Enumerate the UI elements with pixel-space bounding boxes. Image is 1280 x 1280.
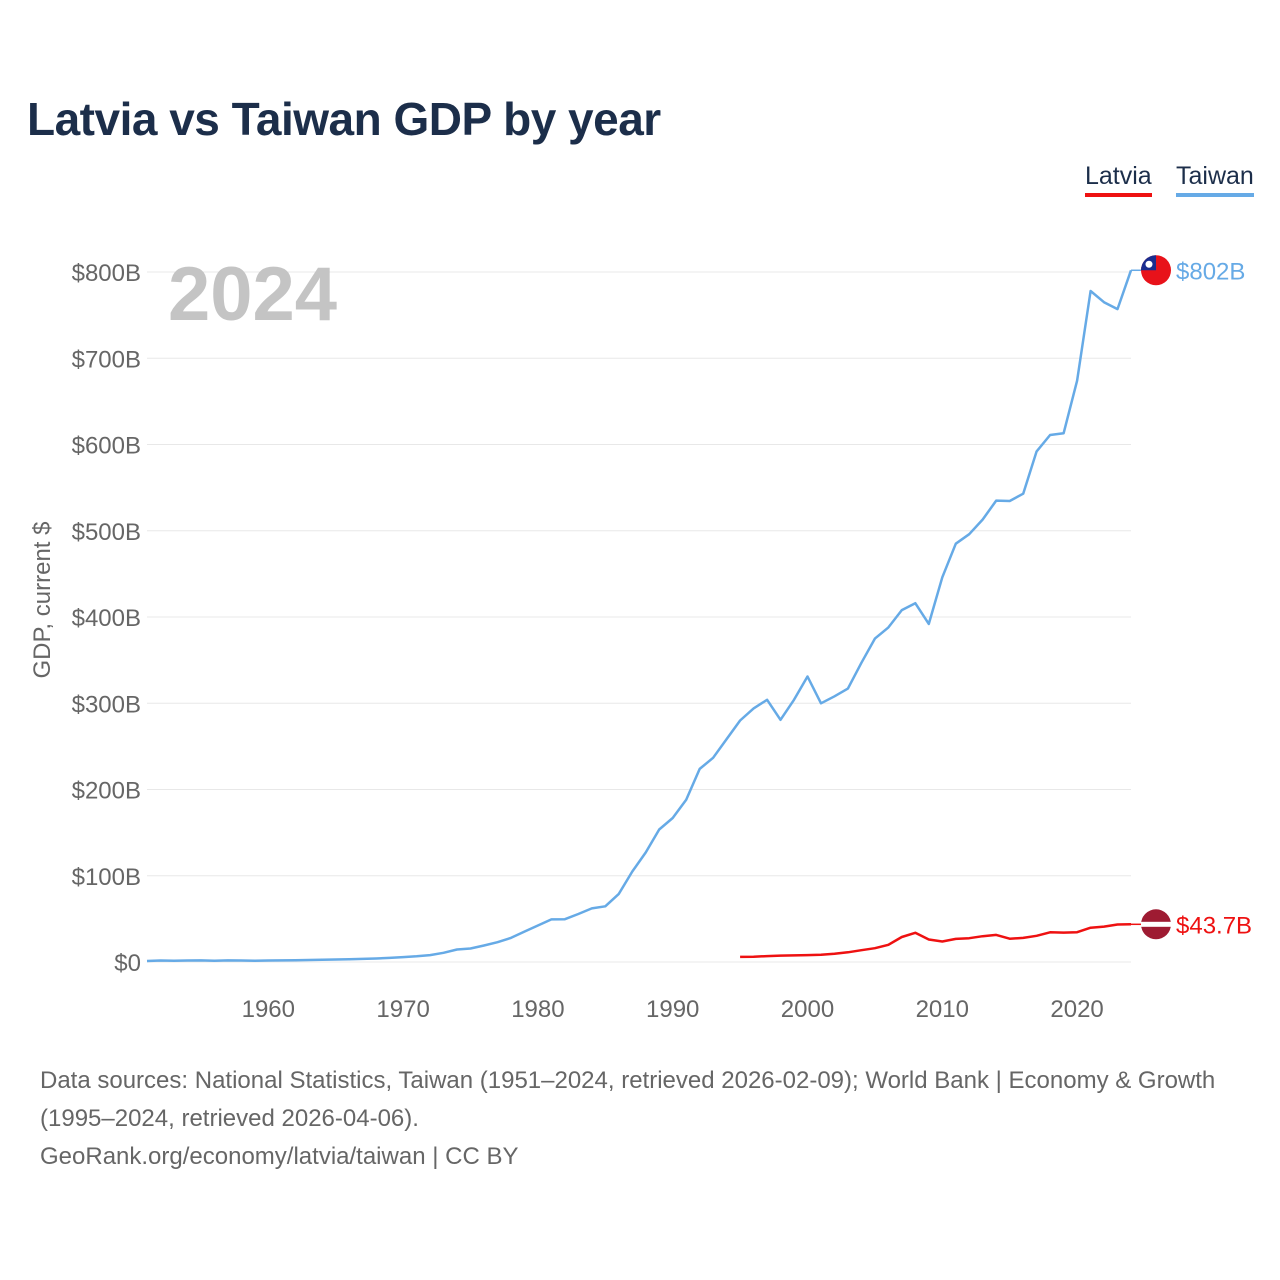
end-value-label-taiwan: $802B [1176,258,1245,285]
y-tick-label: $800B [72,260,141,287]
legend-item-taiwan[interactable]: Taiwan [1176,162,1254,197]
x-tick-label: 1990 [646,996,699,1023]
x-tick-label: 1960 [242,996,295,1023]
data-sources-note: Data sources: National Statistics, Taiwa… [40,1067,1216,1132]
gridlines [147,271,1131,963]
y-axis-ticks: $0 $100B $200B $300B $400B $500B $600B $700B $80… [72,260,141,977]
series-end-markers: $802B $43.7B [1131,255,1252,940]
chart-title: Latvia vs Taiwan GDP by year [27,93,661,145]
y-tick-label: $500B [72,519,141,546]
credit-link[interactable]: GeoRank.org/economy/latvia/taiwan | CC B… [40,1143,519,1170]
y-tick-label: $700B [72,346,141,373]
x-tick-label: 2020 [1050,996,1103,1023]
x-tick-label: 2000 [781,996,834,1023]
y-tick-label: $600B [72,433,141,460]
x-tick-label: 2010 [916,996,969,1023]
y-tick-label: $100B [72,864,141,891]
taiwan-flag-icon [1141,255,1171,286]
year-watermark: 2024 [168,252,337,337]
legend-item-latvia[interactable]: Latvia [1085,162,1152,197]
x-tick-label: 1980 [511,996,564,1023]
y-tick-label: $400B [72,605,141,632]
y-tick-label: $0 [114,950,141,977]
series-line-latvia [740,923,1132,959]
y-tick-label: $200B [72,778,141,805]
y-axis-label: GDP, current $ [29,522,56,679]
series-lines [146,269,1133,963]
end-value-label-latvia: $43.7B [1176,912,1252,939]
x-tick-label: 1970 [376,996,429,1023]
latvia-flag-icon [1141,909,1171,940]
gdp-line-chart: 2024 $0 $100B $200B $300B $400B $500B $600B $70… [29,252,1252,1023]
y-tick-label: $300B [72,691,141,718]
x-axis-ticks: 1960 1970 1980 1990 2000 2010 2020 [242,996,1104,1023]
series-line-taiwan [146,269,1133,963]
footer: Data sources: National Statistics, Taiwa… [40,1062,1240,1176]
